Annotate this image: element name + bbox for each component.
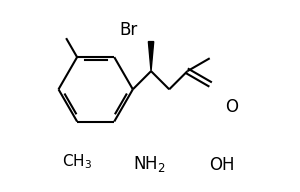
Polygon shape (148, 42, 154, 71)
Text: CH$_3$: CH$_3$ (61, 152, 92, 171)
Text: Br: Br (119, 21, 137, 39)
Text: OH: OH (209, 156, 234, 174)
Text: O: O (225, 98, 238, 116)
Text: NH$_2$: NH$_2$ (133, 154, 165, 174)
